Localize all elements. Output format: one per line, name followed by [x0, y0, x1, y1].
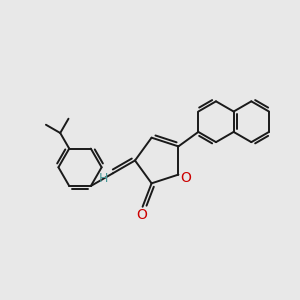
Text: H: H	[99, 172, 108, 185]
Text: O: O	[180, 171, 191, 184]
Text: O: O	[136, 208, 147, 222]
